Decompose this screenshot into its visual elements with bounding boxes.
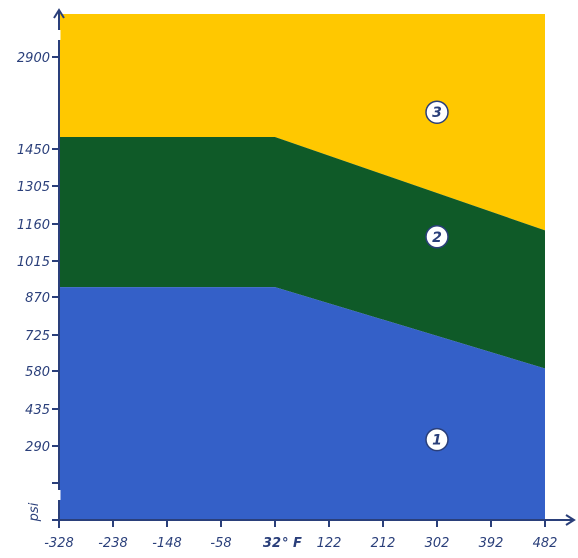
- zone-1-area: [59, 287, 545, 520]
- x-tick-label: 302: [425, 536, 450, 551]
- y-tick-label: 1160: [17, 218, 50, 233]
- x-tick-label: 212: [371, 536, 396, 551]
- x-tick-label: -58: [210, 536, 231, 551]
- zone-marker-circle: [425, 427, 449, 452]
- x-tick-label: 32: [263, 536, 281, 551]
- zone-marker-circle: [425, 225, 449, 249]
- y-tick-label: 1015: [17, 255, 50, 270]
- x-tick-label: -238: [98, 536, 128, 551]
- x-tick-label: 392: [479, 536, 504, 551]
- zone-1-marker: 1: [425, 427, 449, 452]
- y-tick-label: 1450: [17, 143, 50, 158]
- x-tick-label: -148: [152, 536, 182, 551]
- y-tick-label: 1305: [17, 180, 50, 195]
- zone-3-marker: 3: [425, 100, 449, 124]
- y-tick-label: 725: [25, 329, 50, 344]
- zone-marker-circle: [425, 100, 449, 124]
- y-tick-label: 290: [25, 440, 50, 455]
- zone-3-area: [59, 14, 545, 231]
- x-tick-label: 482: [533, 536, 558, 551]
- y-tick-label: 2900: [17, 51, 50, 66]
- zone-marker-label: 2: [432, 230, 442, 246]
- axes: [52, 8, 576, 528]
- zone-marker-label: 1: [432, 433, 442, 449]
- x-axis-arrow-icon: [565, 514, 576, 526]
- zone-marker-label: 3: [432, 105, 442, 121]
- zone-2-marker: 2: [425, 225, 449, 249]
- zone-areas: [59, 14, 545, 520]
- x-unit-label: ° F: [282, 536, 302, 551]
- y-tick-label: 435: [25, 403, 50, 418]
- y-axis-unit-label: psi: [27, 502, 42, 522]
- y-tick-label: 870: [25, 291, 50, 306]
- y-tick-label: 580: [25, 365, 50, 380]
- zone-2-area: [59, 136, 545, 369]
- ticks: -328 -238 -148 -58 32 ° F 122 212 302 392 48229043…: [17, 51, 558, 551]
- zone-markers: 1 2 3: [425, 100, 449, 452]
- y-axis-arrow-icon: [53, 8, 65, 19]
- x-tick-label: -328: [44, 536, 74, 551]
- x-tick-label: 122: [317, 536, 342, 551]
